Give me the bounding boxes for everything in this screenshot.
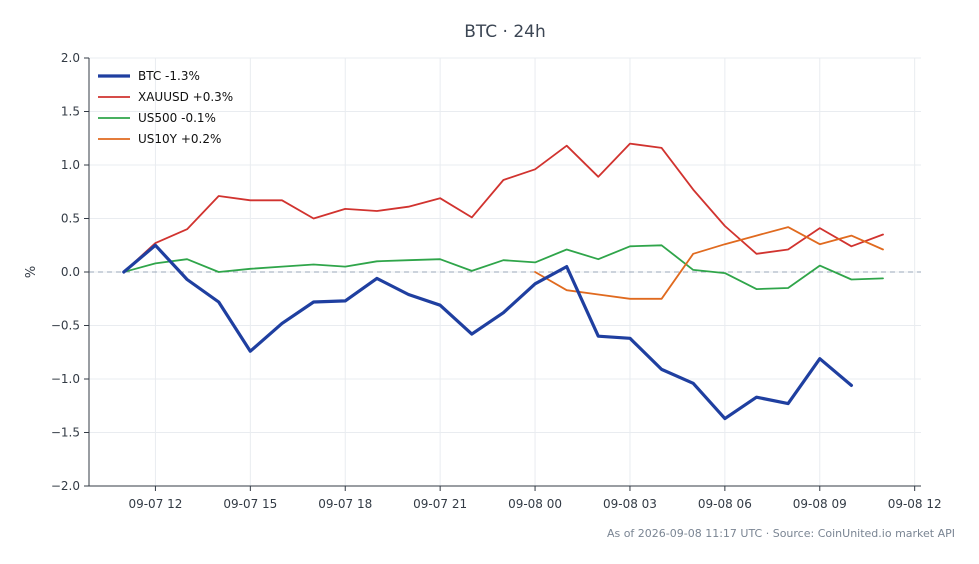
series-lines bbox=[122, 142, 884, 421]
x-tick-label: 09-08 12 bbox=[888, 497, 942, 511]
y-tick-label: −0.5 bbox=[51, 319, 80, 333]
x-tick-label: 09-07 18 bbox=[318, 497, 372, 511]
series-line-0 bbox=[122, 243, 854, 421]
y-tick-label: 0.0 bbox=[61, 265, 80, 279]
legend-label: XAUUSD +0.3% bbox=[138, 90, 233, 104]
y-tick-label: 0.5 bbox=[61, 212, 80, 226]
x-tick-label: 09-07 15 bbox=[223, 497, 277, 511]
x-tick-label: 09-08 03 bbox=[603, 497, 657, 511]
x-tick-label: 09-08 06 bbox=[698, 497, 752, 511]
y-tick-label: −1.0 bbox=[51, 372, 80, 386]
legend: BTC -1.3% XAUUSD +0.3% US500 -0.1% US10Y +0… bbox=[98, 69, 233, 146]
series-line-3 bbox=[534, 226, 884, 300]
y-tick-label: −1.5 bbox=[51, 426, 80, 440]
x-tick-label: 09-07 21 bbox=[413, 497, 467, 511]
axes: 2.0 1.5 1.0 0.5 0.0 −0.5 −1.0 −1.5 −2.0 09-07 12 0… bbox=[51, 51, 942, 511]
chart-title: BTC · 24h bbox=[464, 22, 546, 42]
x-tick-label: 09-07 12 bbox=[128, 497, 182, 511]
y-tick-label: 1.0 bbox=[61, 158, 80, 172]
y-tick-label: 1.5 bbox=[61, 105, 80, 119]
legend-label: BTC -1.3% bbox=[138, 69, 200, 83]
legend-label: US10Y +0.2% bbox=[138, 132, 221, 146]
x-tick-label: 09-08 00 bbox=[508, 497, 562, 511]
legend-label: US500 -0.1% bbox=[138, 111, 216, 125]
series-line-2 bbox=[122, 244, 884, 291]
source-footer: As of 2026-09-08 11:17 UTC · Source: Coi… bbox=[607, 527, 955, 540]
y-tick-label: −2.0 bbox=[51, 479, 80, 493]
y-tick-label: 2.0 bbox=[61, 51, 80, 65]
y-axis-label: % bbox=[24, 266, 39, 278]
series-line-1 bbox=[122, 142, 884, 273]
x-tick-label: 09-08 09 bbox=[793, 497, 847, 511]
